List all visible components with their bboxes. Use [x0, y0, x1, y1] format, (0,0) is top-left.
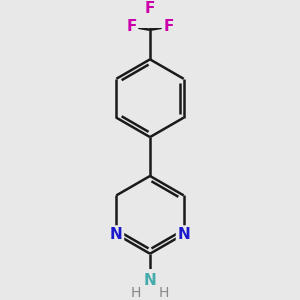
Text: N: N: [110, 227, 123, 242]
Text: F: F: [163, 19, 174, 34]
Text: H: H: [131, 286, 141, 300]
Text: N: N: [177, 227, 190, 242]
Text: N: N: [144, 273, 156, 288]
Text: F: F: [145, 1, 155, 16]
Text: F: F: [126, 19, 137, 34]
Text: H: H: [159, 286, 169, 300]
